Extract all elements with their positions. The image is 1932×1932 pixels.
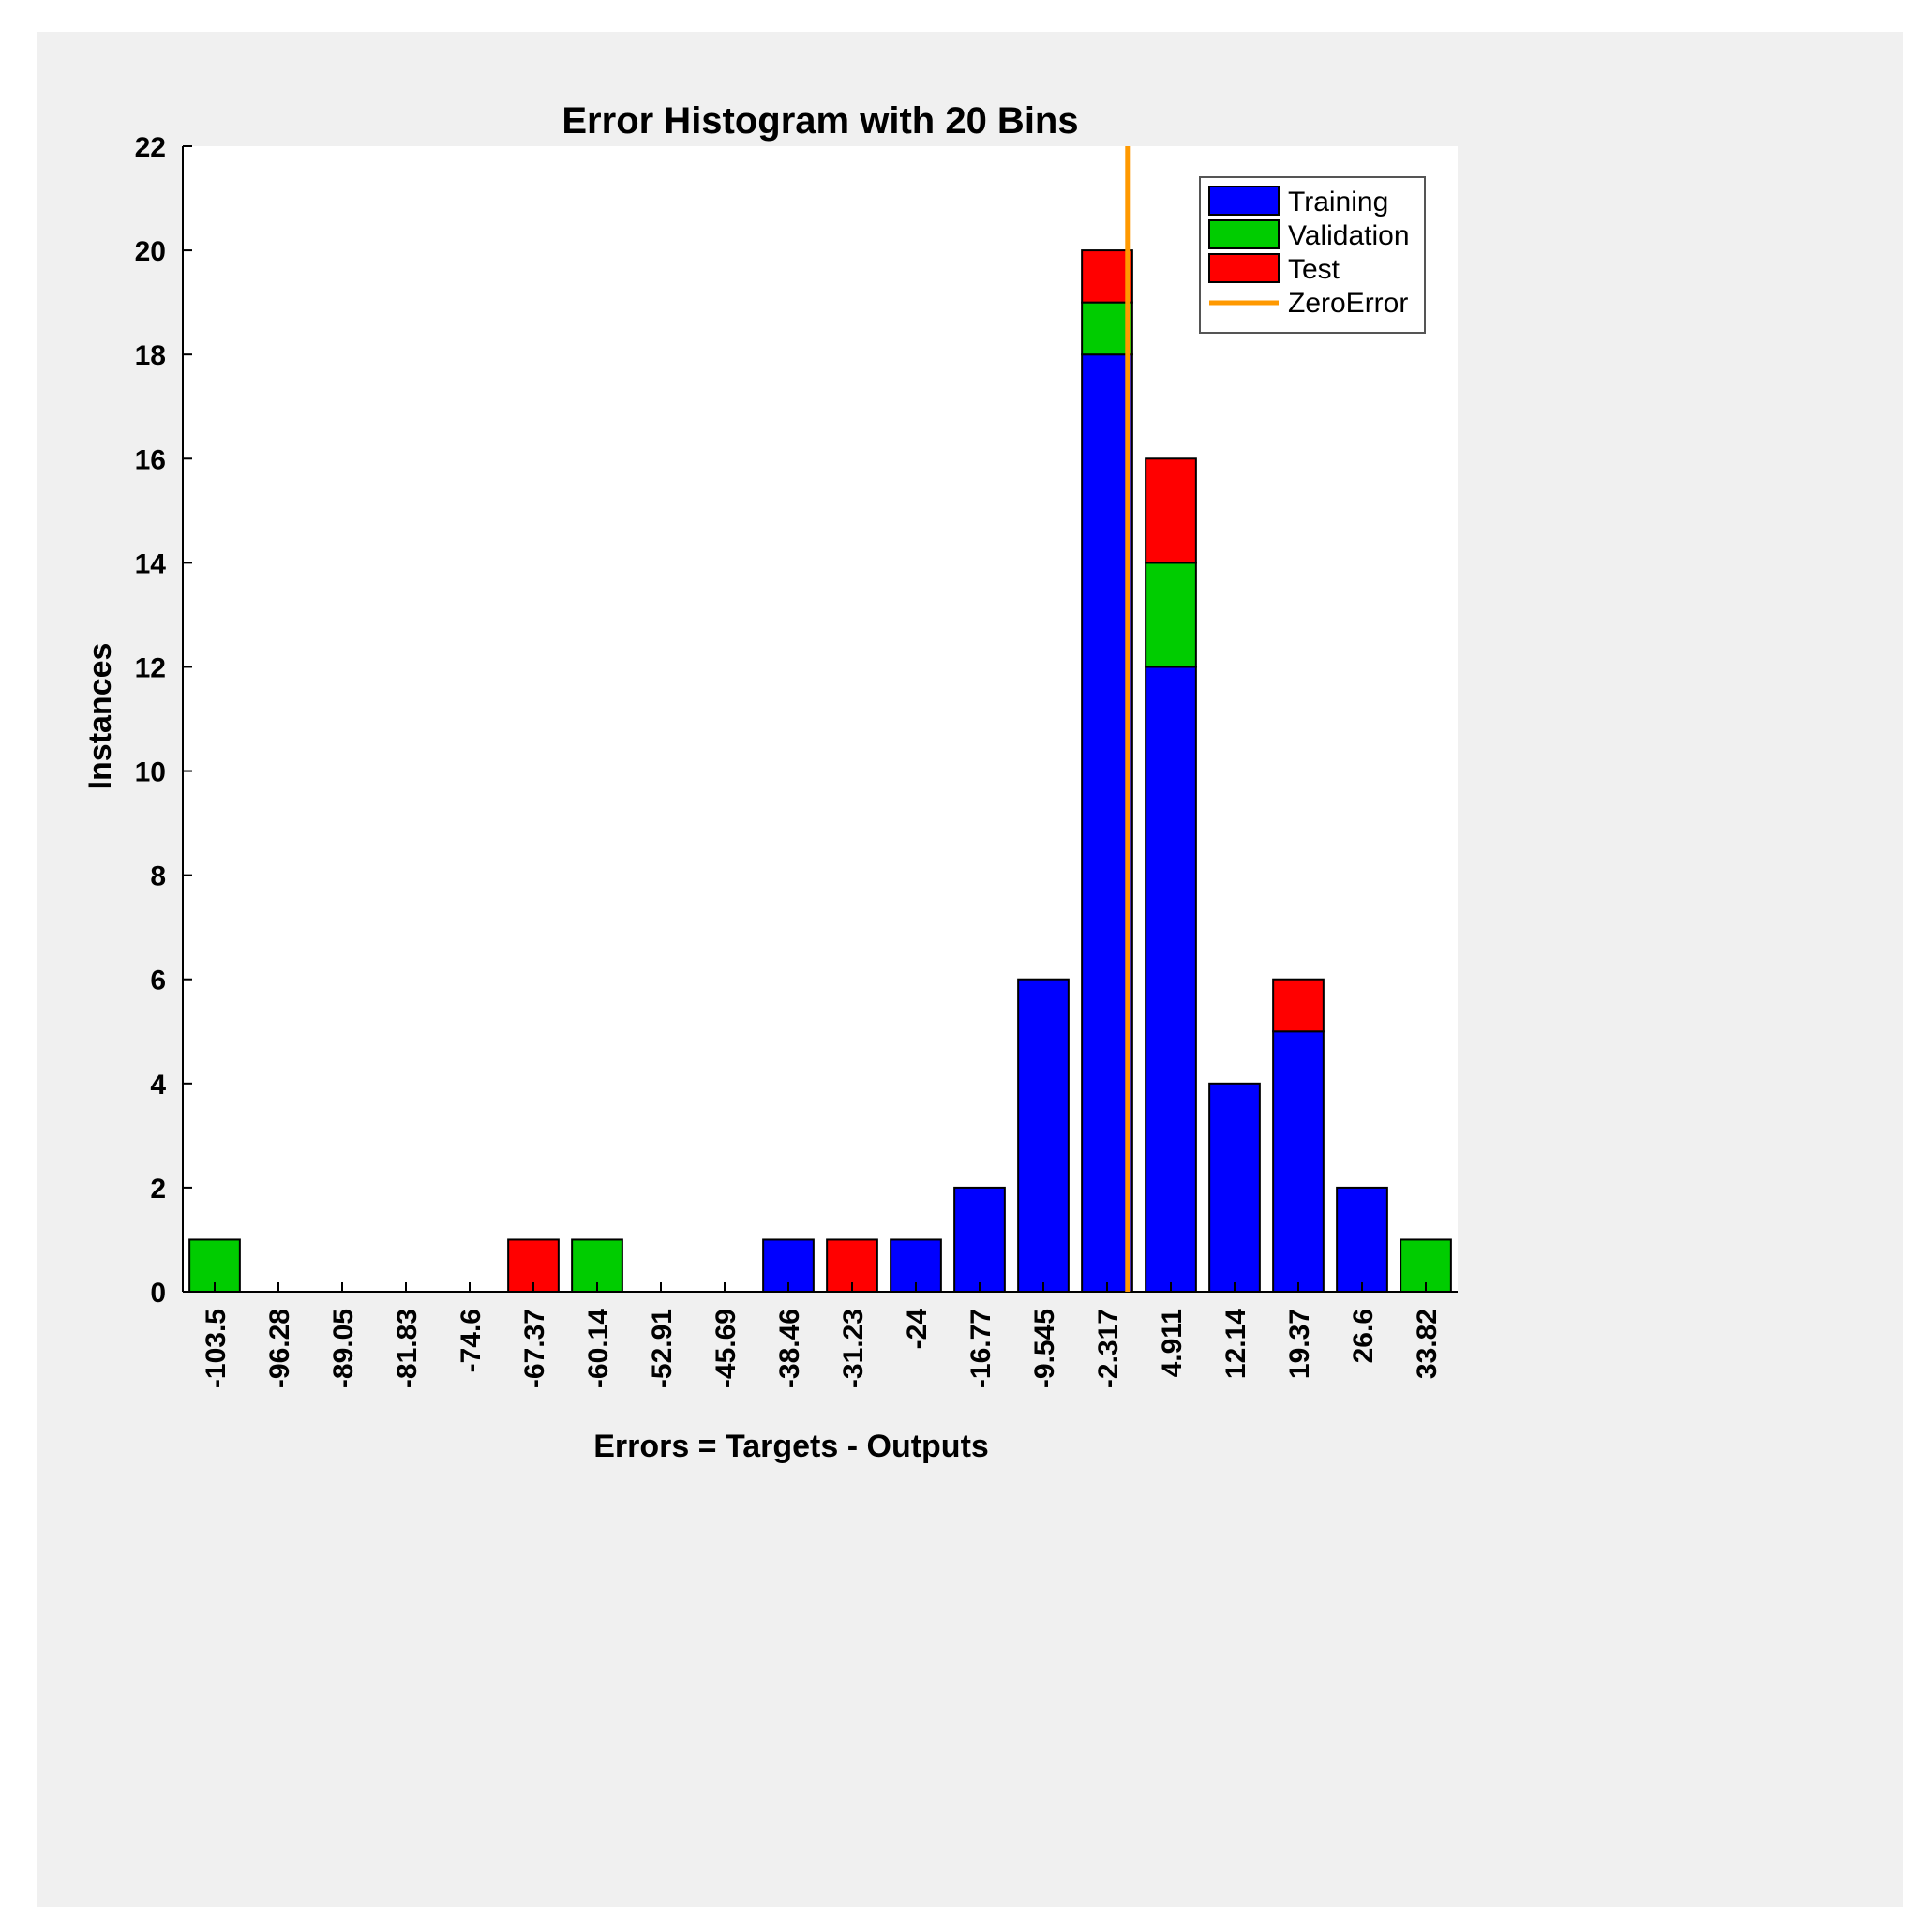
y-tick-label: 0: [150, 1278, 166, 1309]
y-tick-label: 2: [150, 1174, 166, 1205]
bar-training--2.317: [1081, 353, 1133, 1293]
y-tick-label: 14: [135, 548, 167, 579]
bar-test-19.37: [1272, 978, 1325, 1033]
bar-test-4.911: [1145, 457, 1197, 564]
x-tick-label: -16.77: [966, 1309, 996, 1388]
y-tick-label: 20: [135, 236, 166, 267]
x-tick-label: -96.28: [264, 1309, 295, 1388]
bar-validation--2.317: [1081, 301, 1133, 356]
bar-training-26.6: [1336, 1186, 1388, 1293]
legend-label-test: Test: [1288, 254, 1340, 285]
y-tick-label: 8: [150, 861, 166, 892]
x-tick-label: -81.83: [392, 1309, 423, 1388]
legend-label-training: Training: [1288, 187, 1388, 217]
figure-background: Error Histogram with 20 Bins Errors = Ta…: [37, 32, 1903, 1907]
x-tick-label: 33.82: [1412, 1309, 1443, 1379]
x-tick-label: -60.14: [583, 1309, 614, 1388]
x-tick-label: -31.23: [838, 1309, 869, 1388]
x-tick-label: -24: [902, 1309, 933, 1350]
chart-title: Error Histogram with 20 Bins: [562, 100, 1078, 142]
y-axis-label: Instances: [82, 643, 118, 790]
bar-test--2.317: [1081, 249, 1133, 304]
x-tick-label: -103.5: [201, 1309, 232, 1388]
x-tick-label: -74.6: [456, 1309, 487, 1372]
legend-label-validation: Validation: [1288, 220, 1410, 251]
bar-training-12.14: [1208, 1082, 1261, 1294]
bar-validation-4.911: [1145, 562, 1197, 668]
bar-training-4.911: [1145, 666, 1197, 1293]
y-tick-label: 22: [135, 132, 166, 163]
x-tick-label: -2.317: [1093, 1309, 1124, 1388]
bar-training-19.37: [1272, 1030, 1325, 1293]
legend-swatch-test: [1208, 253, 1280, 283]
bar-training--9.545: [1017, 978, 1070, 1294]
x-tick-label: 26.6: [1348, 1309, 1379, 1363]
x-tick-label: -45.69: [711, 1309, 741, 1388]
y-tick-label: 4: [150, 1070, 166, 1101]
x-tick-label: -89.05: [328, 1309, 359, 1388]
legend-label-zeroerror: ZeroError: [1288, 288, 1408, 319]
x-tick-label: 4.911: [1157, 1309, 1188, 1377]
y-tick-label: 10: [135, 757, 166, 788]
x-tick-label: -52.91: [647, 1309, 678, 1388]
x-tick-label: -38.46: [774, 1309, 805, 1388]
x-tick-label: 12.14: [1221, 1309, 1251, 1379]
y-tick-label: 6: [150, 966, 166, 996]
error-histogram-chart: Error Histogram with 20 Bins Errors = Ta…: [82, 100, 1458, 1464]
legend-swatch-validation: [1208, 219, 1280, 249]
bar-training--16.77: [953, 1186, 1006, 1293]
legend-swatch-training: [1208, 186, 1280, 216]
x-axis-label: Errors = Targets - Outputs: [593, 1429, 989, 1464]
y-tick-label: 18: [135, 340, 166, 371]
x-tick-label: 19.37: [1284, 1309, 1315, 1379]
y-tick-label: 16: [135, 444, 166, 475]
x-tick-label: -67.37: [519, 1309, 550, 1388]
y-tick-label: 12: [135, 652, 166, 683]
x-tick-label: -9.545: [1029, 1309, 1060, 1388]
